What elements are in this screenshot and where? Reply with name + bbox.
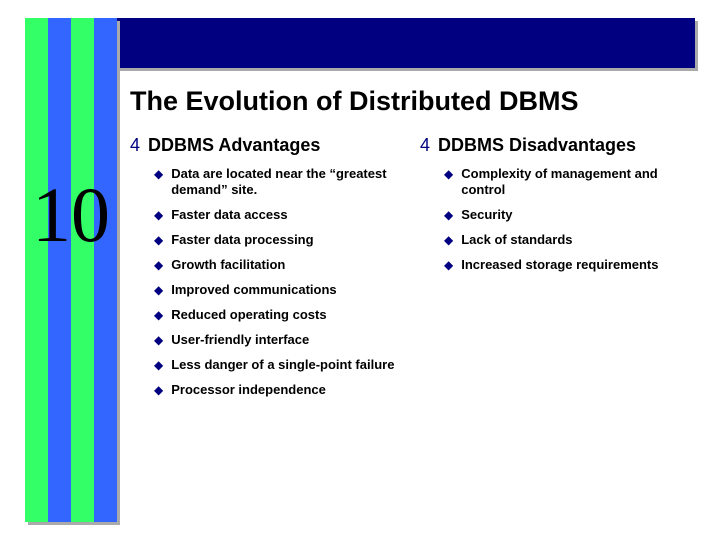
bullet-l2-icon: ◆ (154, 257, 163, 273)
stripe-green-2 (71, 18, 94, 522)
slide-title: The Evolution of Distributed DBMS (130, 86, 700, 117)
list-item: ◆ Less danger of a single-point failure (130, 357, 410, 373)
item-text: Faster data processing (171, 232, 313, 248)
bullet-l1-icon: 4 (130, 134, 140, 156)
bullet-l2-icon: ◆ (154, 357, 163, 373)
list-item: ◆ Lack of standards (420, 232, 700, 248)
chapter-number: 10 (25, 176, 117, 254)
stripe-green-1 (25, 18, 48, 522)
stripe-blue-2 (94, 18, 117, 522)
header-bar (25, 18, 695, 68)
bullet-l2-icon: ◆ (154, 282, 163, 298)
bullet-l2-icon: ◆ (154, 382, 163, 398)
list-item: ◆ Security (420, 207, 700, 223)
list-item: ◆ Complexity of management and control (420, 166, 700, 198)
left-sidebar-stripes (25, 18, 117, 522)
advantages-heading: 4 DDBMS Advantages (130, 134, 410, 156)
item-text: Improved communications (171, 282, 336, 298)
advantages-heading-text: DDBMS Advantages (148, 134, 320, 156)
item-text: Faster data access (171, 207, 287, 223)
bullet-l2-icon: ◆ (154, 232, 163, 248)
item-text: Processor independence (171, 382, 326, 398)
list-item: ◆ Faster data processing (130, 232, 410, 248)
content-area: 4 DDBMS Advantages ◆ Data are located ne… (130, 134, 710, 407)
bullet-l2-icon: ◆ (444, 166, 453, 182)
bullet-l1-icon: 4 (420, 134, 430, 156)
disadvantages-heading-text: DDBMS Disadvantages (438, 134, 636, 156)
disadvantages-column: 4 DDBMS Disadvantages ◆ Complexity of ma… (420, 134, 710, 407)
list-item: ◆ Faster data access (130, 207, 410, 223)
disadvantages-heading: 4 DDBMS Disadvantages (420, 134, 700, 156)
item-text: Reduced operating costs (171, 307, 326, 323)
item-text: Lack of standards (461, 232, 572, 248)
advantages-column: 4 DDBMS Advantages ◆ Data are located ne… (130, 134, 420, 407)
bullet-l2-icon: ◆ (444, 257, 453, 273)
list-item: ◆ Data are located near the “greatest de… (130, 166, 410, 198)
bullet-l2-icon: ◆ (154, 166, 163, 182)
item-text: Complexity of management and control (461, 166, 700, 198)
bullet-l2-icon: ◆ (154, 307, 163, 323)
bullet-l2-icon: ◆ (154, 332, 163, 348)
bullet-l2-icon: ◆ (444, 232, 453, 248)
bullet-l2-icon: ◆ (154, 207, 163, 223)
bullet-l2-icon: ◆ (444, 207, 453, 223)
list-item: ◆ User-friendly interface (130, 332, 410, 348)
list-item: ◆ Growth facilitation (130, 257, 410, 273)
stripe-blue-1 (48, 18, 71, 522)
list-item: ◆ Improved communications (130, 282, 410, 298)
item-text: Increased storage requirements (461, 257, 658, 273)
list-item: ◆ Processor independence (130, 382, 410, 398)
item-text: Growth facilitation (171, 257, 285, 273)
item-text: User-friendly interface (171, 332, 309, 348)
item-text: Less danger of a single-point failure (171, 357, 394, 373)
item-text: Data are located near the “greatest dema… (171, 166, 410, 198)
list-item: ◆ Increased storage requirements (420, 257, 700, 273)
list-item: ◆ Reduced operating costs (130, 307, 410, 323)
item-text: Security (461, 207, 512, 223)
